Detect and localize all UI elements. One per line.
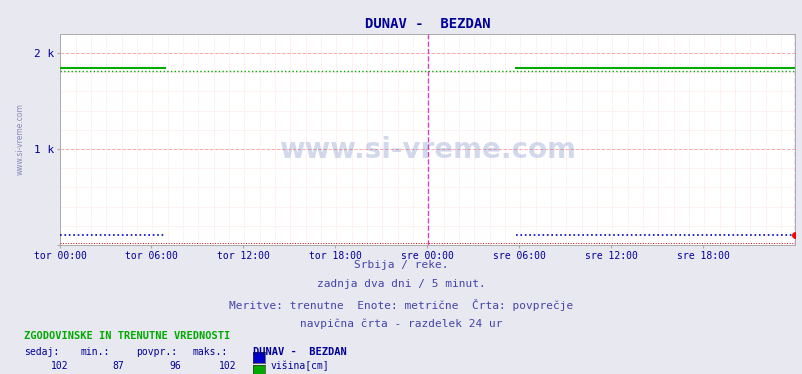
Text: Meritve: trenutne  Enote: metrične  Črta: povprečje: Meritve: trenutne Enote: metrične Črta: … bbox=[229, 299, 573, 311]
Text: www.si-vreme.com: www.si-vreme.com bbox=[15, 103, 24, 175]
Text: navpična črta - razdelek 24 ur: navpična črta - razdelek 24 ur bbox=[300, 318, 502, 329]
Text: 96: 96 bbox=[168, 361, 180, 371]
Text: sedaj:: sedaj: bbox=[24, 347, 59, 357]
Text: povpr.:: povpr.: bbox=[136, 347, 177, 357]
Text: maks.:: maks.: bbox=[192, 347, 228, 357]
Text: DUNAV -  BEZDAN: DUNAV - BEZDAN bbox=[253, 347, 346, 357]
Text: 102: 102 bbox=[219, 361, 237, 371]
Text: min.:: min.: bbox=[80, 347, 110, 357]
Text: Srbija / reke.: Srbija / reke. bbox=[354, 260, 448, 270]
Text: 87: 87 bbox=[112, 361, 124, 371]
Text: www.si-vreme.com: www.si-vreme.com bbox=[279, 136, 575, 164]
Text: 102: 102 bbox=[51, 361, 68, 371]
Text: zadnja dva dni / 5 minut.: zadnja dva dni / 5 minut. bbox=[317, 279, 485, 289]
Text: višina[cm]: višina[cm] bbox=[270, 361, 329, 371]
Text: ZGODOVINSKE IN TRENUTNE VREDNOSTI: ZGODOVINSKE IN TRENUTNE VREDNOSTI bbox=[24, 331, 230, 341]
Title: DUNAV -  BEZDAN: DUNAV - BEZDAN bbox=[364, 17, 490, 31]
